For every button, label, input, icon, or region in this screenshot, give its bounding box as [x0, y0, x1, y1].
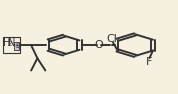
FancyBboxPatch shape — [3, 37, 20, 53]
Text: F: F — [146, 57, 153, 67]
Text: H: H — [3, 38, 11, 48]
Text: Cl: Cl — [106, 34, 117, 44]
Text: N: N — [8, 38, 16, 48]
Text: ⊕: ⊕ — [14, 43, 20, 49]
FancyBboxPatch shape — [14, 42, 19, 50]
Text: O: O — [94, 40, 103, 50]
Text: 2: 2 — [7, 41, 12, 47]
